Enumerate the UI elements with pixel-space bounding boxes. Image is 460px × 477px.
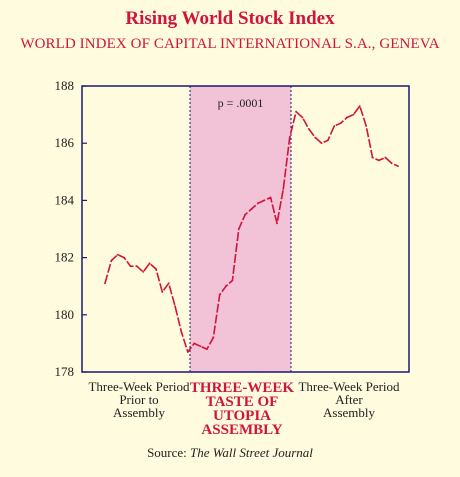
data-point — [218, 293, 221, 296]
data-point — [352, 113, 355, 116]
y-tick-label: 184 — [55, 192, 75, 207]
data-point — [384, 156, 387, 159]
data-point — [250, 208, 253, 210]
y-tick-label: 188 — [55, 78, 75, 93]
data-point — [263, 199, 266, 202]
data-point — [397, 165, 399, 168]
y-tick-label: 178 — [55, 364, 75, 379]
data-point — [295, 110, 297, 113]
data-point — [148, 262, 151, 265]
data-point — [269, 196, 272, 199]
region-label-line: UTOPIA — [212, 408, 272, 424]
highlight-region — [190, 86, 291, 372]
data-point — [301, 116, 304, 119]
data-point — [320, 142, 323, 145]
data-point — [129, 265, 132, 268]
data-point — [288, 136, 291, 139]
data-point — [257, 202, 259, 205]
source-prefix: Source: — [147, 445, 191, 460]
data-point — [161, 291, 164, 293]
region-label-line: ASSEMBLY — [201, 422, 283, 438]
data-point — [167, 282, 170, 285]
chart-title: Rising World Stock Index — [125, 8, 335, 29]
data-point — [123, 256, 125, 259]
data-point — [231, 279, 234, 282]
data-point — [327, 139, 329, 142]
y-tick-label: 180 — [55, 307, 75, 322]
data-point — [237, 228, 240, 230]
data-point — [282, 188, 285, 190]
data-point — [225, 285, 227, 288]
region-label-line: Prior to — [119, 392, 159, 407]
data-point — [365, 125, 368, 127]
region-label-line: Assembly — [113, 405, 165, 420]
data-point — [174, 305, 177, 308]
data-point — [142, 271, 145, 273]
data-point — [276, 222, 278, 225]
p-value-annotation: p = .0001 — [218, 96, 264, 110]
plot-area-frame — [81, 85, 410, 373]
source-note: Source: The Wall Street Journal — [0, 445, 460, 461]
data-point — [333, 125, 336, 127]
data-point — [390, 162, 393, 165]
data-point — [339, 122, 342, 125]
data-point — [199, 345, 202, 348]
data-point — [358, 105, 361, 107]
data-point — [186, 351, 189, 353]
data-point — [371, 156, 374, 159]
region-label-line: TASTE OF — [205, 394, 279, 410]
data-point — [244, 213, 247, 216]
region-label-utopia: THREE-WEEK TASTE OF UTOPIA ASSEMBLY — [176, 380, 308, 438]
data-point — [110, 259, 113, 262]
region-label-line: After — [335, 392, 363, 407]
data-point — [212, 336, 215, 339]
region-label-line: Three-Week Period — [298, 379, 400, 394]
y-tick-label: 186 — [55, 135, 75, 150]
data-point — [314, 136, 317, 139]
y-tick-label: 182 — [55, 250, 75, 265]
data-point — [346, 116, 348, 119]
region-label-line: Three-Week Period — [88, 379, 190, 394]
data-point — [135, 265, 138, 268]
data-point — [193, 342, 196, 345]
region-label-line: THREE-WEEK — [189, 380, 295, 396]
region-label-after: Three-Week Period After Assembly — [288, 380, 410, 419]
data-point — [116, 253, 119, 256]
data-point — [378, 159, 380, 162]
y-axis-ticks: 178 180 182 184 186 188 — [55, 78, 87, 379]
data-point — [307, 127, 310, 130]
source-name: The Wall Street Journal — [190, 445, 313, 460]
data-point — [206, 348, 208, 350]
data-point — [180, 331, 183, 333]
data-point — [155, 268, 157, 270]
series-line-group — [104, 105, 399, 353]
region-label-line: Assembly — [323, 405, 375, 420]
region-label-before: Three-Week Period Prior to Assembly — [78, 380, 200, 419]
chart-subtitle: WORLD INDEX OF CAPITAL INTERNATIONAL S.A… — [20, 36, 440, 52]
data-point — [104, 282, 106, 285]
